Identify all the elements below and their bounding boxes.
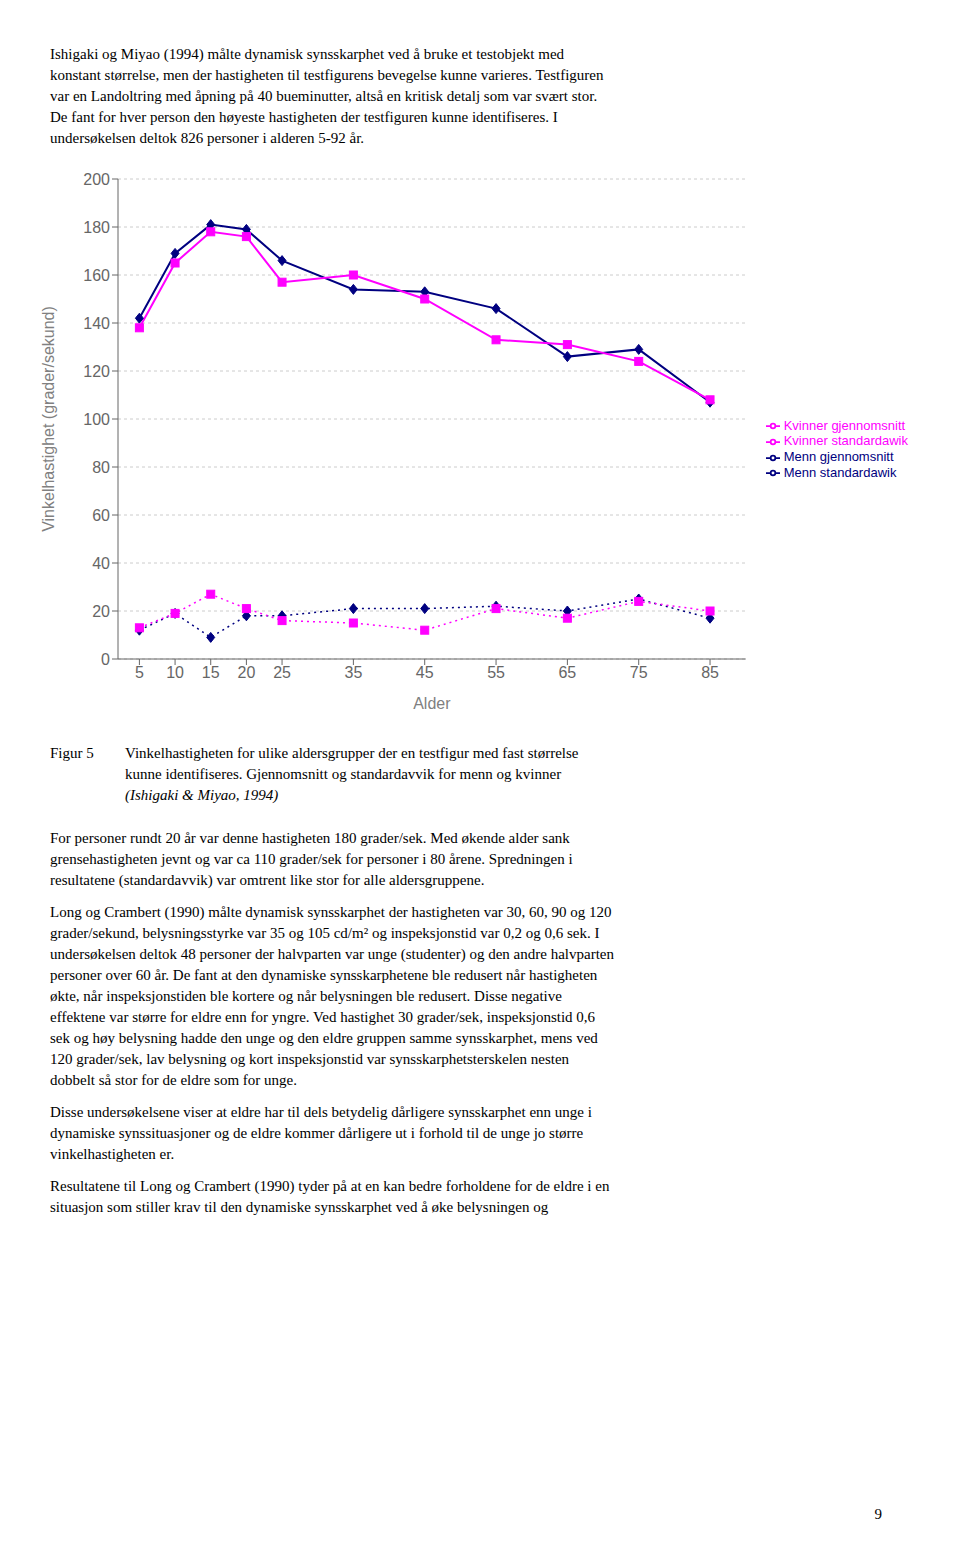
- svg-text:0: 0: [101, 651, 110, 668]
- svg-text:25: 25: [273, 664, 291, 681]
- html-text:Disse undersøkelsene viser at: Disse undersøkelsene viser at eldre har …: [50, 1104, 592, 1120]
- html-text:var en Landoltring med åpning: var en Landoltring med åpning på 40 buem…: [50, 88, 598, 104]
- svg-text:10: 10: [166, 664, 184, 681]
- html-text:Figur 5: Figur 5: [50, 745, 94, 761]
- html-text:(Ishigaki & Miyao, 1994): (Ishigaki & Miyao, 1994): [125, 787, 279, 803]
- html-text:personer over 60 år. De fant a: personer over 60 år. De fant at den dyna…: [50, 967, 598, 983]
- html-text:resultatene (standardavvik) va: resultatene (standardavvik) var omtrent …: [50, 872, 485, 888]
- html-text:Resultatene til Long og Crambe: Resultatene til Long og Crambert (1990) …: [50, 1178, 610, 1194]
- html-text:sek og høy belysning hadde den: sek og høy belysning hadde den unge og d…: [50, 1030, 598, 1046]
- svg-text:75: 75: [630, 664, 648, 681]
- svg-text:85: 85: [701, 664, 719, 681]
- svg-text:40: 40: [92, 555, 110, 572]
- html-text:Menn gjennomsnitt: Menn gjennomsnitt: [783, 449, 894, 464]
- html-text:konstant størrelse, men der ha: konstant størrelse, men der hastigheten …: [50, 67, 604, 83]
- html-text:kunne identifiseres. Gjennomsn: kunne identifiseres. Gjennomsnitt og sta…: [125, 766, 562, 782]
- html-text:økte, når inspeksjonstiden ble: økte, når inspeksjonstiden ble kortere o…: [50, 988, 562, 1004]
- html-text:grader/sekund, belysningsstyrk: grader/sekund, belysningsstyrke var 35 o…: [50, 925, 600, 941]
- svg-text:Vinkelhastighet (grader/sekund: Vinkelhastighet (grader/sekund): [40, 306, 57, 532]
- svg-text:5: 5: [135, 664, 144, 681]
- html-text:Menn standardawik: Menn standardawik: [783, 464, 897, 480]
- svg-text:100: 100: [83, 411, 110, 428]
- html-text:dobbelt så stor for de eldre s: dobbelt så stor for de eldre som for ung…: [50, 1072, 297, 1088]
- html-text:Long og Crambert (1990) målte: Long og Crambert (1990) målte dynamisk s…: [50, 904, 612, 920]
- svg-text:80: 80: [92, 459, 110, 476]
- svg-text:140: 140: [83, 315, 110, 332]
- svg-text:20: 20: [92, 603, 110, 620]
- svg-text:20: 20: [237, 664, 255, 681]
- html-text:undersøkelsen deltok 48 person: undersøkelsen deltok 48 personer der hal…: [50, 946, 614, 962]
- svg-text:35: 35: [344, 664, 362, 681]
- html-text:Ishigaki og Miyao (1994) målte: Ishigaki og Miyao (1994) målte dynamisk …: [50, 46, 565, 62]
- svg-text:120: 120: [83, 363, 110, 380]
- svg-text:15: 15: [202, 664, 220, 681]
- html-text:situasjon som stiller krav til: situasjon som stiller krav til den dynam…: [50, 1199, 549, 1215]
- svg-text:180: 180: [83, 219, 110, 236]
- svg-text:45: 45: [416, 664, 434, 681]
- svg-text:60: 60: [92, 507, 110, 524]
- html-text:Vinkelhastigheten for ulike al: Vinkelhastigheten for ulike aldersgruppe…: [125, 745, 579, 761]
- svg-text:55: 55: [487, 664, 505, 681]
- html-text:grensehastigheten jevnt og var: grensehastigheten jevnt og var ca 110 gr…: [50, 851, 573, 867]
- html-text:For personer rundt 20 år var d: For personer rundt 20 år var denne hasti…: [50, 830, 570, 846]
- html-text:undersøkelsen deltok 826 perso: undersøkelsen deltok 826 personer i alde…: [50, 130, 365, 146]
- svg-text:200: 200: [83, 171, 110, 188]
- html-text:dynamiske synssituasjoner og d: dynamiske synssituasjoner og de eldre ko…: [50, 1125, 584, 1141]
- svg-text:160: 160: [83, 267, 110, 284]
- html-text:9: 9: [874, 1506, 882, 1522]
- html-text:Kvinner gjennomsnitt: Kvinner gjennomsnitt: [783, 417, 906, 433]
- html-text:effektene var større for eldre: effektene var større for eldre enn for y…: [50, 1009, 596, 1025]
- html-text:De fant for hver person den hø: De fant for hver person den høyeste hast…: [50, 109, 558, 125]
- html-text:120 grader/sek, lav belysning: 120 grader/sek, lav belysning og kort in…: [50, 1051, 570, 1067]
- svg-text:65: 65: [558, 664, 576, 681]
- html-text:vinkelhastigheten er.: vinkelhastigheten er.: [50, 1146, 175, 1162]
- svg-text:Alder: Alder: [413, 695, 451, 712]
- html-text:Kvinner standardawik: Kvinner standardawik: [783, 433, 908, 449]
